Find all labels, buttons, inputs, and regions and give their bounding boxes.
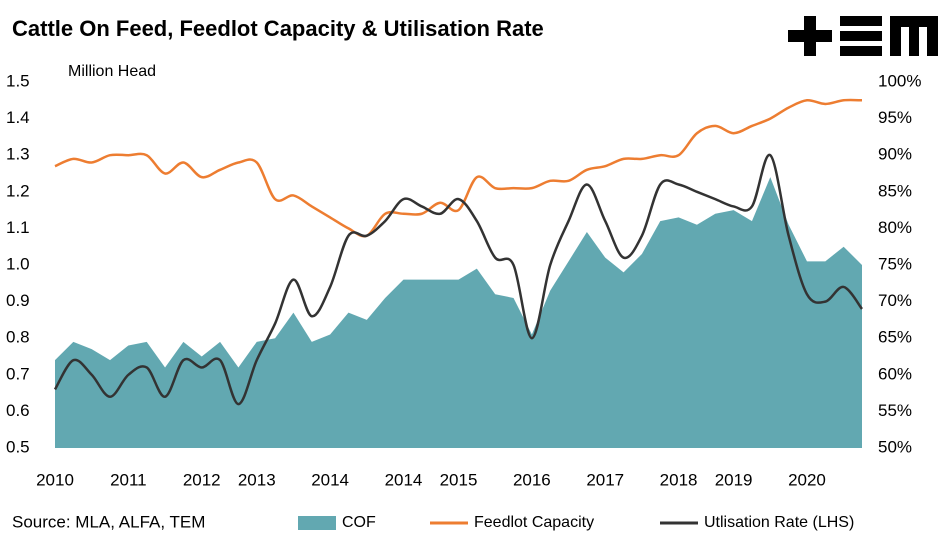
x-tick-label: 2018 <box>660 470 698 489</box>
chart-title: Cattle On Feed, Feedlot Capacity & Utili… <box>12 16 544 41</box>
y-tick-label: 1.1 <box>6 218 30 237</box>
y2-tick-label: 80% <box>878 218 912 237</box>
y2-tick-label: 70% <box>878 291 912 310</box>
y-tick-label: 1.0 <box>6 254 30 273</box>
y-tick-label: 1.5 <box>6 71 30 90</box>
y-tick-label: 1.4 <box>6 108 30 127</box>
x-tick-label: 2019 <box>715 470 753 489</box>
y2-tick-label: 85% <box>878 181 912 200</box>
series-line <box>54 98 863 238</box>
y2-tick-label: 95% <box>878 108 912 127</box>
x-tick-label: 2012 <box>183 470 221 489</box>
x-tick-label: 2013 <box>238 470 276 489</box>
legend-label: Feedlot Capacity <box>474 514 594 531</box>
legend-label: Utlisation Rate (LHS) <box>704 514 854 531</box>
y2-tick-label: 55% <box>878 401 912 420</box>
x-tick-label: 2014 <box>385 470 423 489</box>
y2-tick-label: 60% <box>878 364 912 383</box>
x-tick-label: 2011 <box>110 470 147 489</box>
y-tick-label: 0.6 <box>6 401 30 420</box>
y2-tick-label: 50% <box>878 437 912 456</box>
y2-tick-label: 75% <box>878 254 912 273</box>
cof-area <box>55 177 862 448</box>
y-tick-label: 1.2 <box>6 181 30 200</box>
y-tick-label: 0.7 <box>6 364 30 383</box>
x-tick-label: 2015 <box>440 470 478 489</box>
series-line <box>53 153 864 406</box>
y2-tick-label: 90% <box>878 145 912 164</box>
logo <box>788 16 938 56</box>
y-tick-label: 0.5 <box>6 437 30 456</box>
y-tick-label: 0.9 <box>6 291 30 310</box>
x-tick-label: 2017 <box>586 470 624 489</box>
x-tick-label: 2020 <box>788 470 826 489</box>
x-tick-label: 2016 <box>513 470 551 489</box>
y2-tick-label: 100% <box>878 71 921 90</box>
y-tick-label: 0.8 <box>6 328 30 347</box>
y-tick-label: 1.3 <box>6 145 30 164</box>
source-note: Source: MLA, ALFA, TEM <box>12 512 205 531</box>
x-tick-label: 2014 <box>311 470 349 489</box>
legend-label: COF <box>342 514 376 531</box>
legend-swatch <box>298 516 336 530</box>
x-tick-label: 2010 <box>36 470 74 489</box>
y-axis-label: Million Head <box>68 63 156 80</box>
y2-tick-label: 65% <box>878 328 912 347</box>
